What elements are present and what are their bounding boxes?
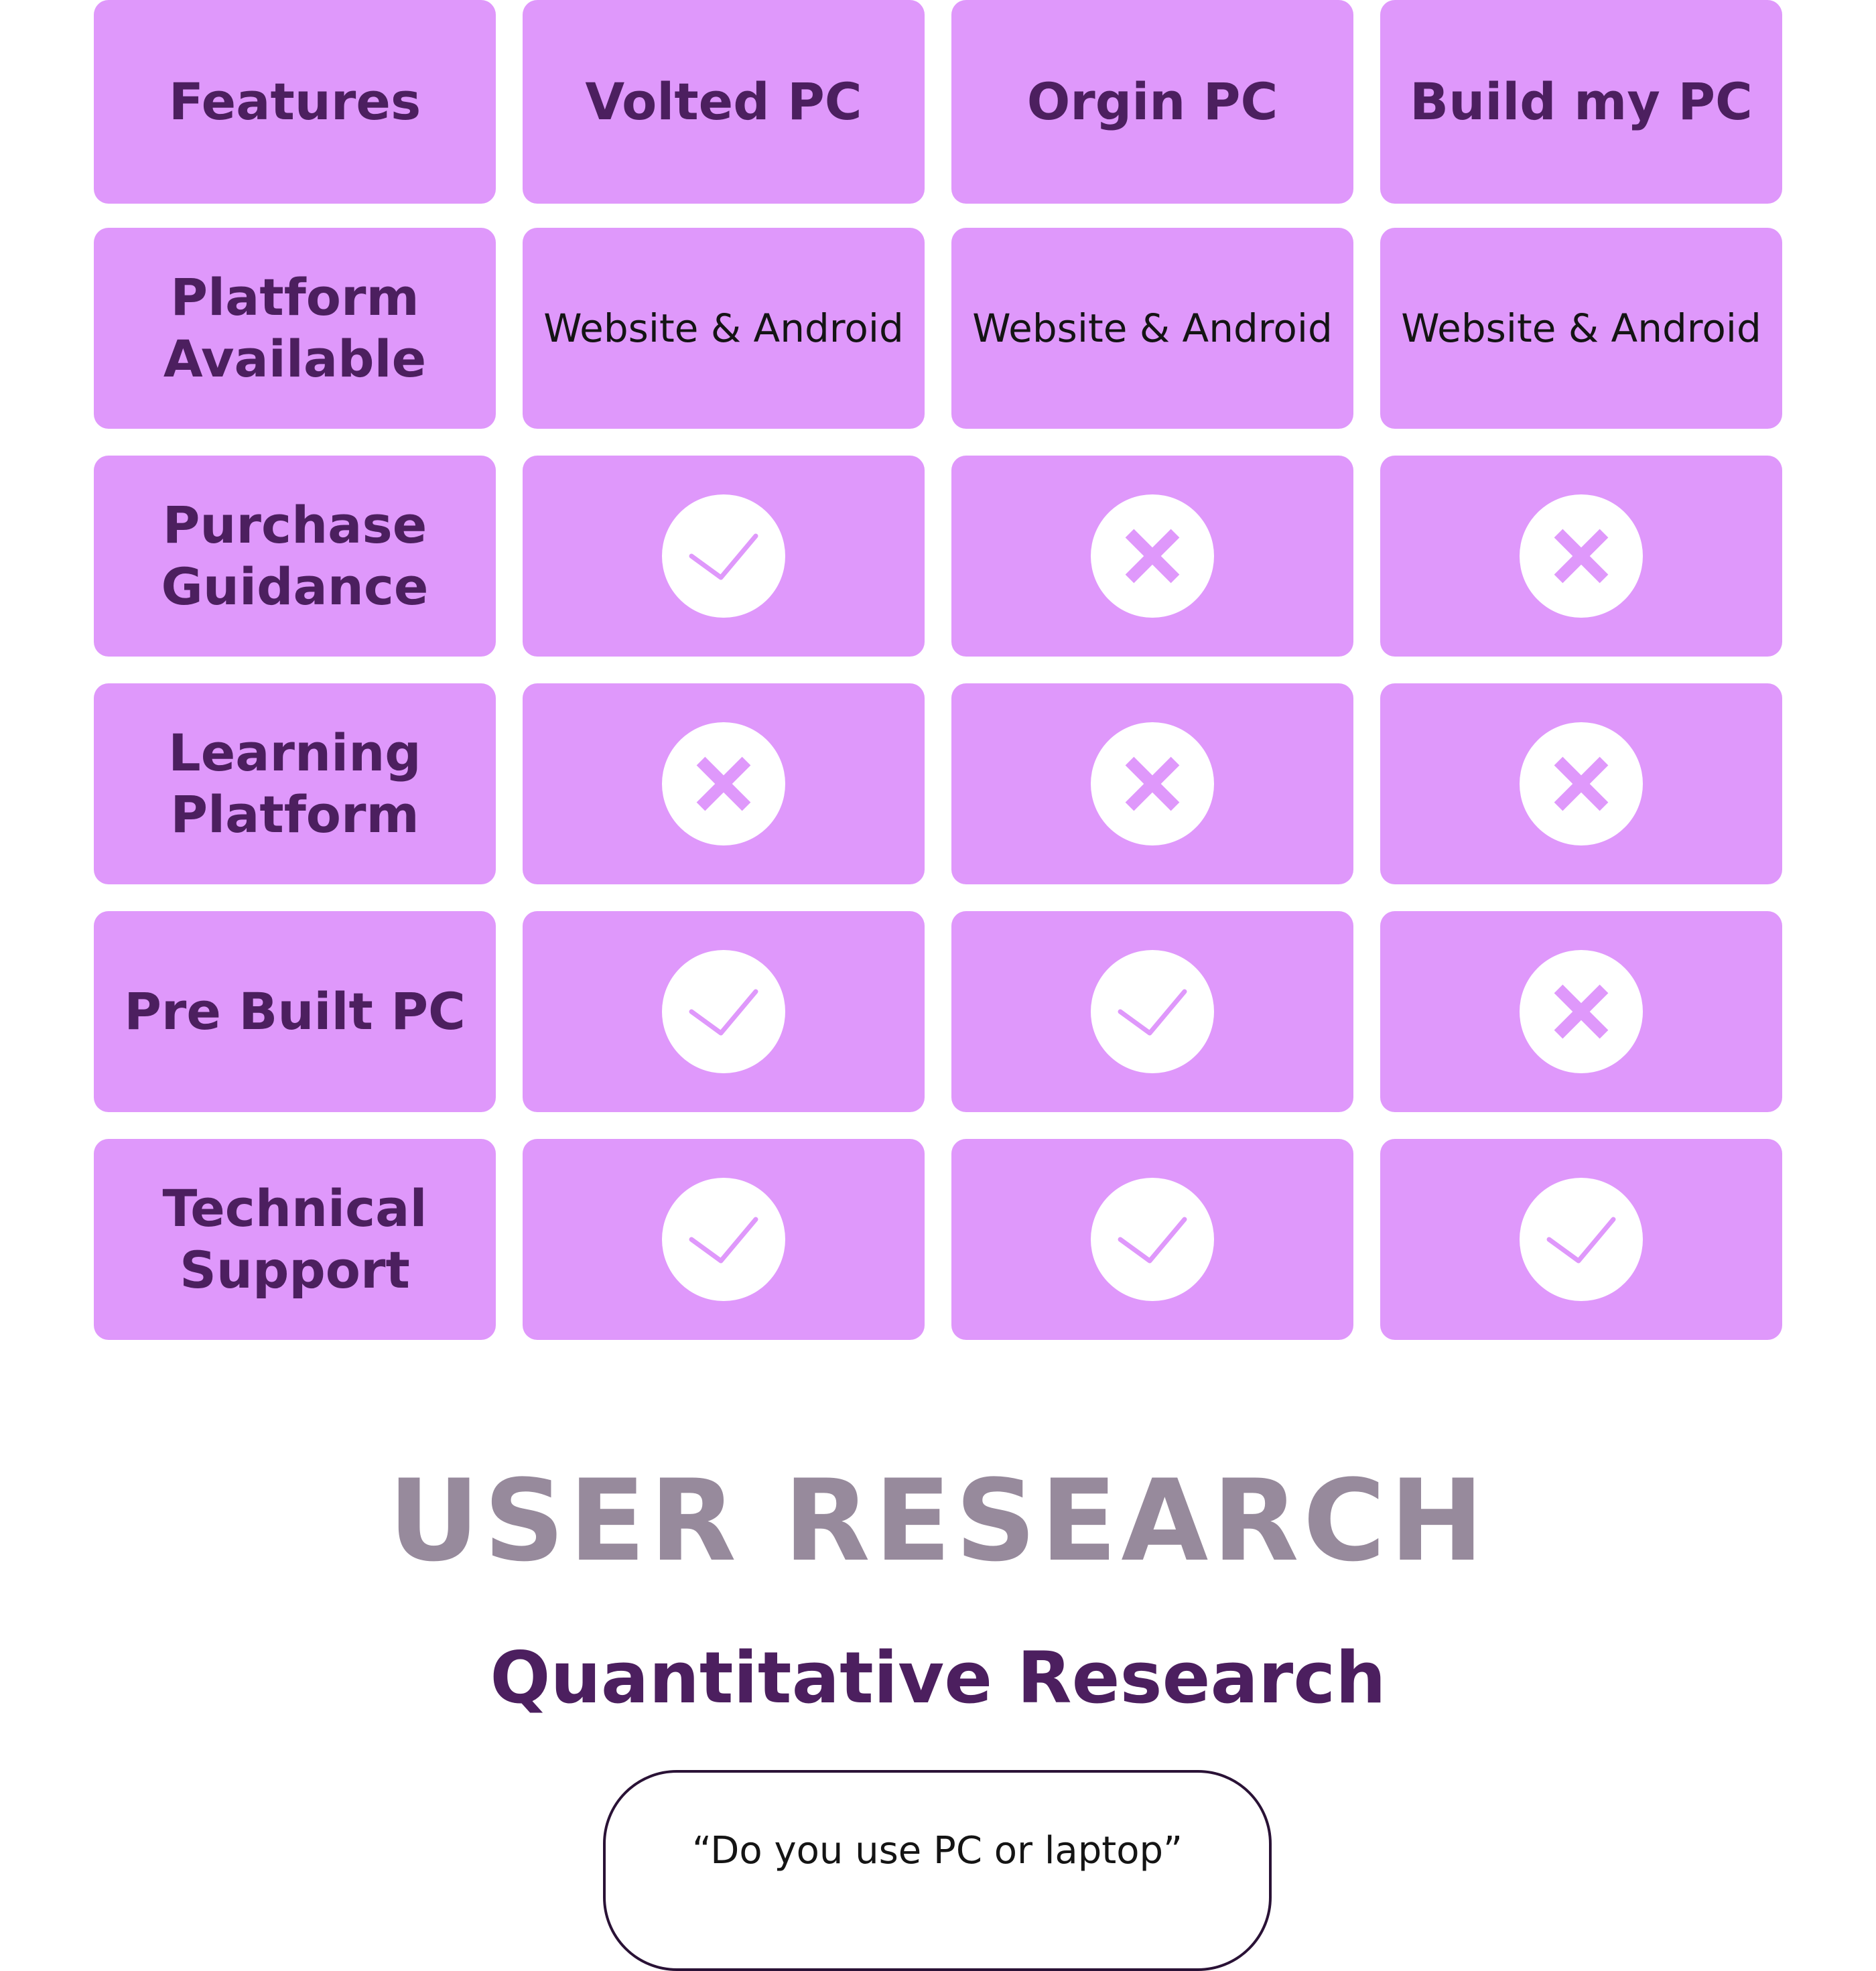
survey-question-text: “Do you use PC or laptop”	[691, 1829, 1183, 1873]
column-header: Volted PC	[523, 0, 925, 204]
value-cell	[951, 1139, 1353, 1340]
check-badge	[662, 950, 785, 1073]
cross-badge	[1520, 950, 1643, 1073]
check-badge	[662, 494, 785, 618]
value-text: Website & Android	[543, 305, 904, 351]
cross-badge	[1091, 722, 1214, 845]
value-cell	[523, 683, 925, 884]
feature-cell: Learning Platform	[94, 683, 496, 884]
cross-badge	[662, 722, 785, 845]
column-header-label: Volted PC	[585, 72, 862, 131]
cross-icon	[1125, 756, 1180, 811]
value-text: Website & Android	[1401, 305, 1761, 351]
feature-label: Learning Platform	[168, 723, 421, 844]
feature-cell: Platform Available	[94, 228, 496, 429]
column-header-label: Build my PC	[1410, 72, 1753, 131]
check-badge	[1091, 1178, 1214, 1301]
check-icon	[1118, 989, 1187, 1036]
cross-icon	[1554, 529, 1609, 584]
value-text: Website & Android	[972, 305, 1333, 351]
cross-icon	[1125, 529, 1180, 584]
cross-badge	[1520, 722, 1643, 845]
value-cell	[523, 1139, 925, 1340]
value-cell	[1380, 683, 1782, 884]
column-header: Features	[94, 0, 496, 204]
value-cell	[523, 911, 925, 1112]
feature-cell: Technical Support	[94, 1139, 496, 1340]
subsection-title: Quantitative Research	[490, 1637, 1386, 1719]
value-cell: Website & Android	[951, 228, 1353, 429]
check-icon	[1546, 1217, 1616, 1264]
feature-label: Platform Available	[163, 267, 427, 389]
check-icon	[689, 1217, 758, 1264]
value-cell	[951, 456, 1353, 657]
value-cell	[1380, 456, 1782, 657]
check-badge	[662, 1178, 785, 1301]
value-cell	[1380, 1139, 1782, 1340]
cross-badge	[1091, 494, 1214, 618]
value-cell	[523, 456, 925, 657]
feature-cell: Purchase Guidance	[94, 456, 496, 657]
value-cell	[1380, 911, 1782, 1112]
value-cell: Website & Android	[1380, 228, 1782, 429]
value-cell	[951, 683, 1353, 884]
value-cell: Website & Android	[523, 228, 925, 429]
column-header: Build my PC	[1380, 0, 1782, 204]
cross-icon	[1554, 756, 1609, 811]
feature-cell: Pre Built PC	[94, 911, 496, 1112]
column-header: Orgin PC	[951, 0, 1353, 204]
check-badge	[1091, 950, 1214, 1073]
column-header-label: Features	[168, 72, 421, 131]
value-cell	[951, 911, 1353, 1112]
check-icon	[1118, 1217, 1187, 1264]
cross-icon	[1554, 984, 1609, 1039]
feature-label: Pre Built PC	[124, 981, 466, 1041]
survey-question-card: “Do you use PC or laptop”	[603, 1770, 1272, 1971]
feature-label: Purchase Guidance	[161, 495, 429, 616]
cross-badge	[1520, 494, 1643, 618]
check-icon	[689, 989, 758, 1036]
cross-icon	[696, 756, 751, 811]
check-icon	[689, 533, 758, 580]
check-badge	[1520, 1178, 1643, 1301]
column-header-label: Orgin PC	[1026, 72, 1278, 131]
section-title: USER RESEARCH	[388, 1455, 1488, 1586]
feature-label: Technical Support	[162, 1178, 427, 1300]
